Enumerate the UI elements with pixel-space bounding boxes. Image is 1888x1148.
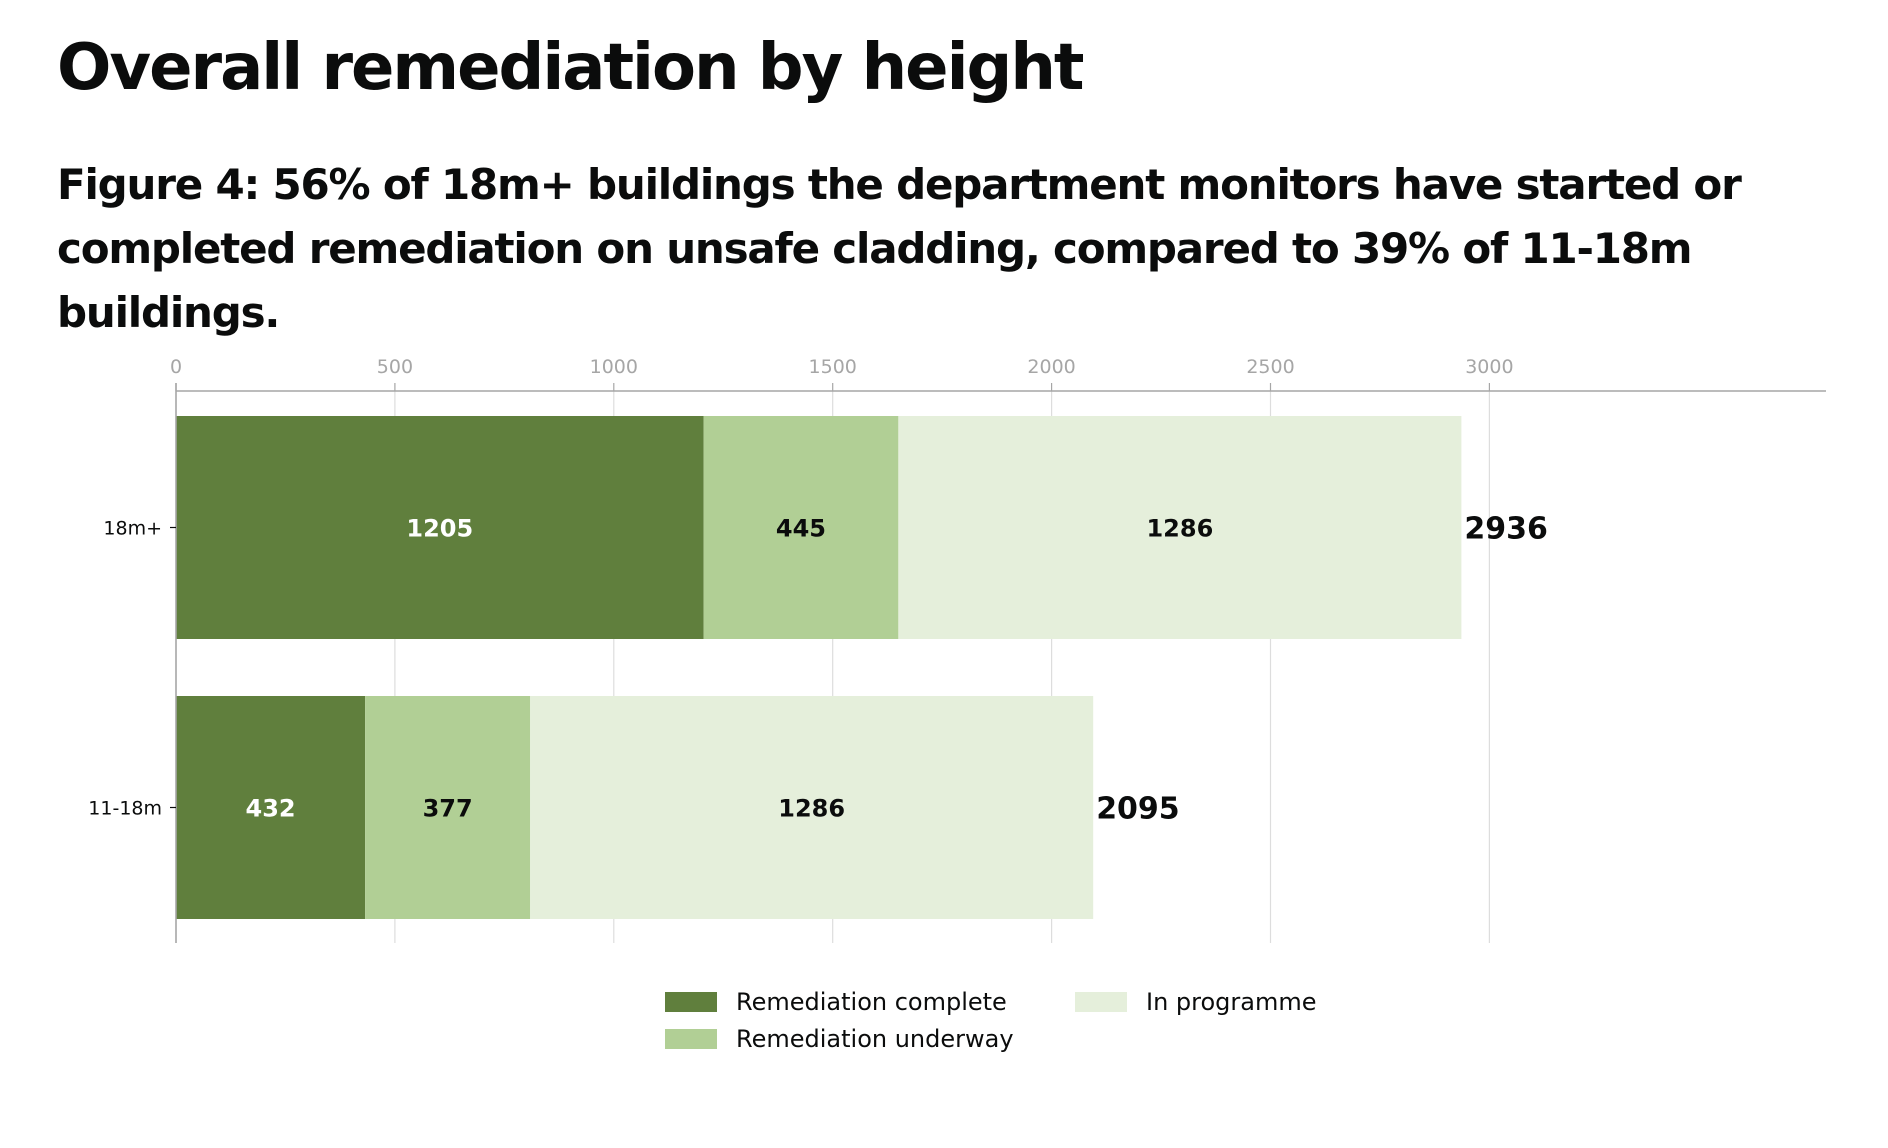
category-label: 11-18m	[88, 798, 162, 820]
legend-item: Remediation complete	[665, 983, 1075, 1020]
legend: Remediation complete Remediation underway…	[665, 983, 1385, 1057]
page-title: Overall remediation by height	[57, 31, 1084, 105]
legend-swatch	[1075, 991, 1127, 1012]
legend-item: In programme	[1075, 983, 1375, 1020]
legend-swatch	[665, 1028, 717, 1049]
category-label: 18m+	[103, 518, 162, 540]
bar-segment-label: 445	[776, 515, 826, 543]
legend-swatch	[665, 991, 717, 1012]
bar-segment	[530, 696, 1094, 919]
bar-segment	[176, 416, 704, 639]
bars	[176, 416, 1462, 919]
bar-segment-label: 1286	[778, 795, 845, 823]
bar-segment-label: 1286	[1146, 515, 1213, 543]
bar-segment-label: 377	[423, 795, 473, 823]
x-tick-label: 0	[170, 356, 182, 378]
bar-segment-label: 1205	[406, 515, 473, 543]
legend-label: Remediation underway	[736, 1024, 1014, 1053]
data-labels: 1205 445 1286 2936 432 377 1286 2095	[246, 512, 1548, 827]
stacked-bar-chart: 0 500 1000 1500 2000 2500 3000 18m+ 11-18m 1205 4…	[88, 356, 1826, 943]
bar-segment-label: 432	[246, 795, 296, 823]
x-tick-label: 2000	[1027, 356, 1075, 378]
bar-total-label: 2936	[1464, 512, 1548, 547]
axes: 0 500 1000 1500 2000 2500 3000 18m+ 11-18m	[88, 356, 1826, 943]
x-tick-label: 1000	[590, 356, 638, 378]
figure-caption: Figure 4: 56% of 18m+ buildings the depa…	[57, 160, 1742, 337]
x-tick-label: 2500	[1246, 356, 1294, 378]
x-tick-label: 1500	[809, 356, 857, 378]
x-tick-label: 3000	[1465, 356, 1513, 378]
bar-segment	[703, 416, 899, 639]
bar-total-label: 2095	[1096, 792, 1180, 827]
legend-item: Remediation underway	[665, 1020, 1075, 1057]
legend-label: Remediation complete	[736, 987, 1007, 1016]
bar-segment	[898, 416, 1462, 639]
bar-segment	[365, 696, 531, 919]
x-tick-label: 500	[377, 356, 413, 378]
bar-segment	[176, 696, 366, 919]
legend-label: In programme	[1146, 987, 1317, 1016]
